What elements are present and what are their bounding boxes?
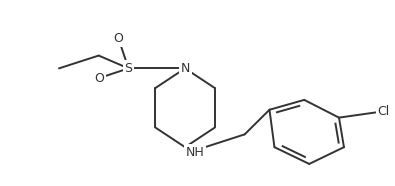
Text: S: S [124,62,132,75]
Text: NH: NH [186,146,204,159]
Text: O: O [94,72,103,85]
Text: Cl: Cl [378,105,390,118]
Text: O: O [114,32,124,45]
Text: N: N [181,62,190,75]
